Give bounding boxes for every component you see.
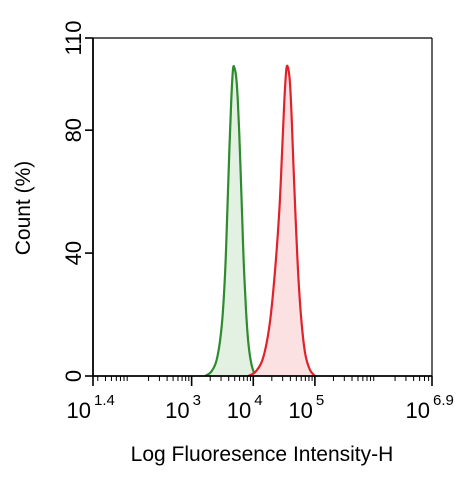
labels-layer: Log Fluoresence Intensity-H Count (%) [12, 161, 393, 466]
x-tick-base: 10 [227, 398, 251, 423]
series-0-line [204, 64, 257, 377]
series-0-fill [205, 66, 256, 377]
x-tick-base: 10 [288, 398, 312, 423]
x-tick-base: 10 [67, 398, 91, 423]
series-layer [204, 64, 316, 377]
x-tick-label: 10 4 [227, 392, 263, 423]
x-tick-label: 10 3 [165, 392, 201, 423]
x-tick-label: 10 6.9 [406, 392, 454, 423]
x-tick-base: 10 [406, 398, 430, 423]
x-tick-exponent: 3 [193, 392, 201, 409]
x-tick-exponent: 5 [316, 392, 324, 409]
series-1-fill [248, 65, 315, 377]
y-tick-label: 80 [61, 118, 86, 142]
x-tick-exponent: 4 [254, 392, 262, 409]
y-tick-label: 0 [61, 370, 86, 382]
x-tick-base: 10 [165, 398, 189, 423]
x-tick-label: 10 5 [288, 392, 324, 423]
x-axis-label: Log Fluoresence Intensity-H [131, 443, 394, 466]
x-tick-exponent: 6.9 [433, 392, 454, 409]
x-tick-label: 10 1.4 [67, 392, 115, 423]
axes-layer [92, 37, 433, 377]
x-tick-exponent: 1.4 [94, 392, 115, 409]
series-1-line [247, 64, 316, 377]
y-tick-label: 110 [61, 20, 86, 55]
y-tick-label: 40 [61, 241, 86, 265]
y-axis-label: Count (%) [12, 161, 35, 256]
